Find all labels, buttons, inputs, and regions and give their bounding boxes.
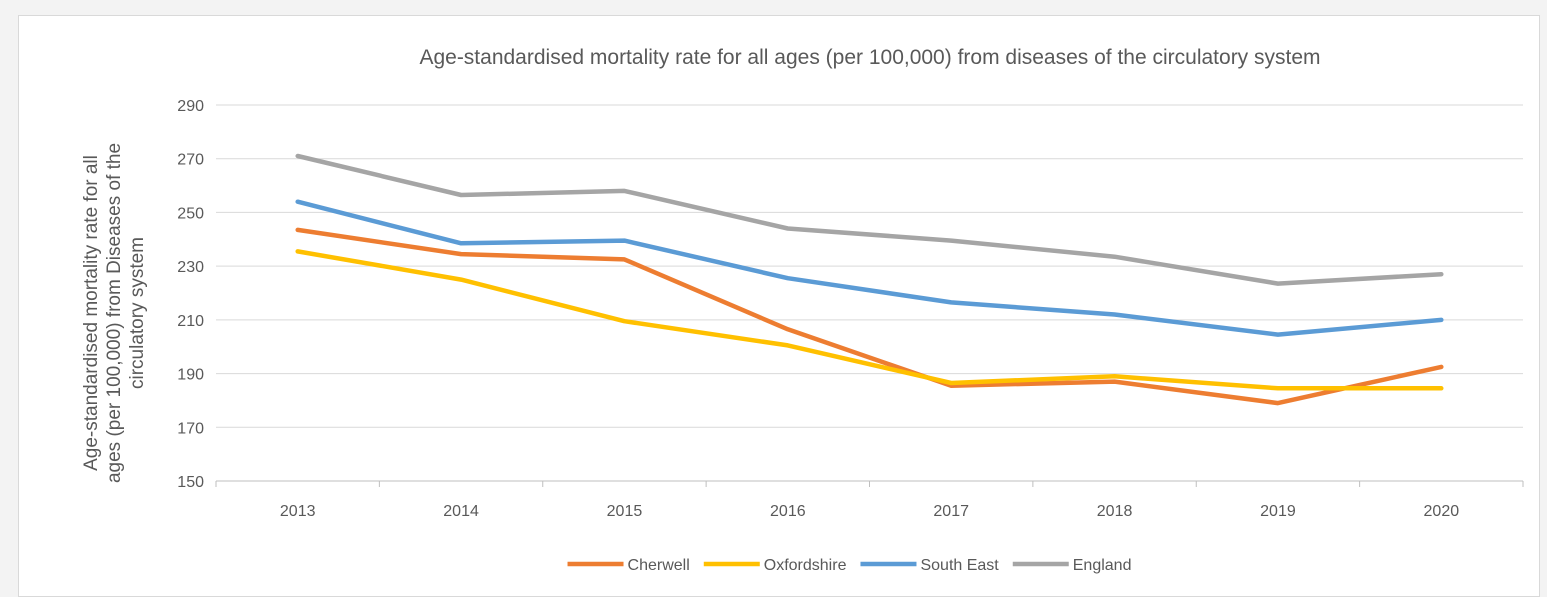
gridlines	[216, 104, 1523, 482]
x-tick-label: 2014	[443, 503, 479, 520]
y-tick-label: 270	[177, 152, 204, 169]
y-axis-title: Age-standardised mortality rate for alla…	[81, 143, 148, 483]
series-line-cherwell	[295, 227, 1444, 406]
x-tick-label: 2016	[770, 503, 806, 520]
y-tick-label: 250	[177, 205, 204, 222]
y-tick-label: 170	[177, 420, 204, 437]
legend-label: Cherwell	[628, 557, 690, 574]
y-axis-title-line: circulatory system	[127, 237, 148, 389]
y-tick-label: 190	[177, 367, 204, 384]
x-tick-label: 2018	[1097, 503, 1133, 520]
y-axis-ticks: 150 170 190 210 230 250 270 290	[177, 98, 204, 491]
y-tick-label: 290	[177, 98, 204, 115]
series-line-oxfordshire	[295, 249, 1444, 391]
legend-label: South East	[920, 557, 999, 574]
chart-frame	[18, 15, 1540, 597]
legend: Cherwell Oxfordshire South East England	[567, 557, 1132, 574]
y-tick-label: 150	[177, 474, 204, 491]
series-lines	[295, 153, 1444, 406]
y-axis-label: Age-standardised mortality rate for alla…	[81, 143, 148, 483]
legend-label: England	[1073, 557, 1132, 574]
legend-label: Oxfordshire	[764, 557, 847, 574]
chart-title: Age-standardised mortality rate for all …	[419, 46, 1320, 69]
x-tick-label: 2019	[1260, 503, 1296, 520]
series-line-south-east	[295, 199, 1444, 337]
y-tick-label: 230	[177, 259, 204, 276]
x-tick-label: 2020	[1424, 503, 1460, 520]
x-tick-label: 2015	[607, 503, 643, 520]
x-tick-label: 2017	[933, 503, 969, 520]
x-axis: 2013 2014 2015 2016 2017 2018 2019 2020	[215, 481, 1524, 520]
y-axis-title-line: Age-standardised mortality rate for all	[81, 155, 102, 471]
series-line-england	[295, 153, 1444, 286]
y-axis-title-line: ages (per 100,000) from Diseases of the	[104, 143, 125, 483]
y-tick-label: 210	[177, 313, 204, 330]
x-tick-label: 2013	[280, 503, 316, 520]
